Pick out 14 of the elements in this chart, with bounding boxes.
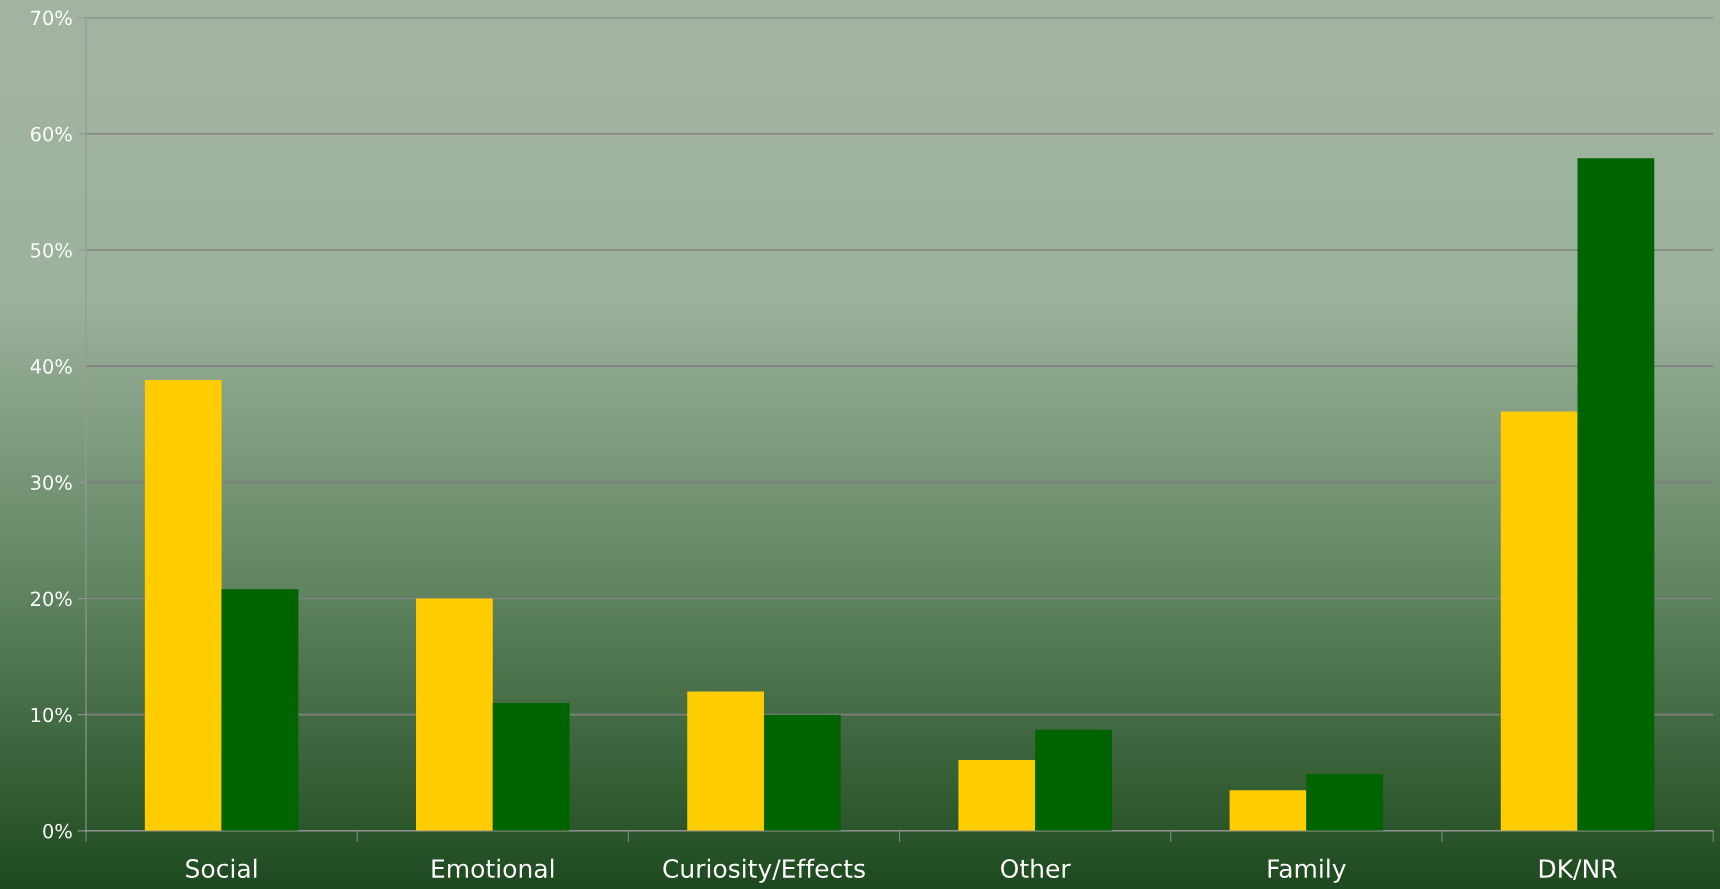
y-tick-label: 20% bbox=[31, 591, 72, 607]
y-tick-label: 50% bbox=[31, 242, 72, 258]
x-tick-label: Other bbox=[1001, 858, 1071, 878]
x-tick-label: Curiosity/Effects bbox=[663, 858, 865, 883]
x-tick-label: Social bbox=[186, 858, 257, 878]
y-tick-label: 0% bbox=[43, 823, 72, 839]
y-tick-label: 60% bbox=[30, 126, 72, 142]
y-tick-label: 10% bbox=[31, 707, 72, 723]
x-tick-label: Family bbox=[1268, 858, 1346, 883]
y-tick-label: 40% bbox=[30, 359, 72, 374]
x-tick-label: Emotional bbox=[432, 858, 554, 878]
y-tick-label: 30% bbox=[31, 475, 72, 490]
y-tick-label: 70% bbox=[31, 10, 72, 26]
x-tick-label: DK/NR bbox=[1539, 859, 1617, 880]
